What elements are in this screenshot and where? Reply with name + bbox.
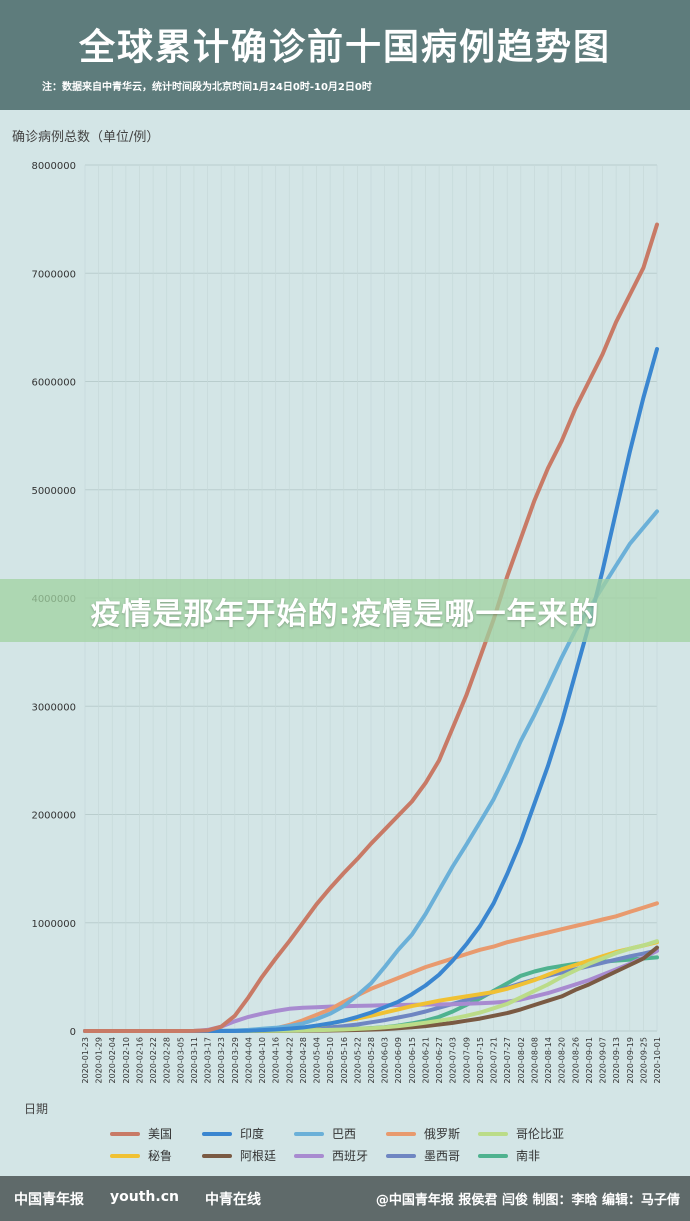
x-tick-label: 2020-09-19 <box>626 1037 635 1084</box>
legend-label: 墨西哥 <box>424 1149 461 1163</box>
series-line-美国 <box>83 222 659 1033</box>
y-tick-label: 1000000 <box>31 919 76 930</box>
y-tick-label: 3000000 <box>31 702 76 713</box>
legend-item: 俄罗斯 <box>386 1125 460 1142</box>
x-tick-label: 2020-05-22 <box>353 1037 362 1084</box>
legend-label: 南非 <box>516 1149 541 1163</box>
x-tick-label: 2020-02-04 <box>108 1037 117 1084</box>
legend-label: 秘鲁 <box>148 1149 173 1163</box>
legend-label: 印度 <box>240 1127 265 1141</box>
x-tick-label: 2020-06-15 <box>408 1037 417 1084</box>
legend-item: 美国 <box>110 1125 172 1142</box>
legend-swatch <box>478 1131 508 1136</box>
x-tick-label: 2020-07-09 <box>462 1037 471 1084</box>
legend-swatch <box>294 1131 324 1136</box>
x-tick-label: 2020-03-23 <box>217 1037 226 1084</box>
y-tick-label: 0 <box>70 1027 76 1038</box>
y-tick-label: 2000000 <box>31 811 76 822</box>
overlay-caption-banner: 疫情是那年开始的:疫情是哪一年来的 <box>0 579 690 642</box>
legend-label: 美国 <box>148 1127 173 1141</box>
x-tick-label: 2020-06-03 <box>381 1037 390 1084</box>
legend-swatch <box>386 1131 416 1136</box>
x-tick-label: 2020-04-10 <box>258 1037 267 1084</box>
y-tick-label: 5000000 <box>31 486 76 497</box>
y-axis-label: 确诊病例总数（单位/例） <box>12 130 160 145</box>
x-tick-label: 2020-06-27 <box>435 1037 444 1084</box>
x-tick-label: 2020-08-08 <box>530 1037 539 1084</box>
legend-label: 西班牙 <box>332 1149 369 1163</box>
chart-title: 全球累计确诊前十国病例趋势图 <box>78 27 611 68</box>
y-tick-label: 8000000 <box>31 161 76 172</box>
legend-swatch <box>386 1153 416 1158</box>
legend-item: 秘鲁 <box>110 1147 172 1164</box>
legend-item: 墨西哥 <box>386 1147 460 1164</box>
x-tick-label: 2020-05-10 <box>326 1037 335 1084</box>
legend-item: 阿根廷 <box>202 1147 276 1164</box>
footer-logo-2: youth.cn <box>110 1188 179 1205</box>
footer-logo-1: 中国青年报 <box>14 1191 84 1208</box>
footer-logo-3: 中青在线 <box>204 1191 261 1208</box>
legend-item: 巴西 <box>294 1125 356 1142</box>
y-tick-label: 7000000 <box>31 269 76 280</box>
x-tick-label: 2020-02-22 <box>149 1037 158 1084</box>
x-tick-label: 2020-08-02 <box>517 1037 526 1084</box>
x-tick-label: 2020-05-28 <box>367 1037 376 1084</box>
x-tick-label: 2020-02-16 <box>135 1037 144 1084</box>
x-axis-label: 日期 <box>24 1102 49 1116</box>
footer-bar: 中国青年报 youth.cn 中青在线 @中国青年报 报侯君 闫俊 制图：李晗 … <box>0 1176 690 1221</box>
legend-label: 阿根廷 <box>240 1149 277 1163</box>
x-tick-label: 2020-06-09 <box>394 1037 403 1084</box>
legend-swatch <box>110 1131 140 1136</box>
x-tick-label: 2020-09-25 <box>639 1037 648 1084</box>
x-tick-label: 2020-08-14 <box>544 1037 553 1084</box>
y-tick-label: 6000000 <box>31 378 76 389</box>
legend-swatch <box>202 1131 232 1136</box>
x-tick-label: 2020-07-15 <box>476 1037 485 1084</box>
header-banner: 全球累计确诊前十国病例趋势图 注：数据来自中青华云，统计时间段为北京时间1月24… <box>0 0 690 110</box>
x-tick-label: 2020-07-03 <box>449 1037 458 1084</box>
x-tick-label: 2020-07-27 <box>503 1037 512 1084</box>
x-tick-label: 2020-10-01 <box>653 1037 662 1084</box>
x-tick-label: 2020-02-28 <box>163 1037 172 1084</box>
legend-swatch <box>294 1153 324 1158</box>
x-tick-label: 2020-04-28 <box>299 1037 308 1084</box>
x-tick-label: 2020-01-23 <box>81 1037 90 1084</box>
legend-label: 俄罗斯 <box>424 1127 461 1141</box>
x-tick-label: 2020-03-05 <box>176 1037 185 1084</box>
x-tick-label: 2020-04-16 <box>272 1037 281 1084</box>
x-tick-label: 2020-03-29 <box>231 1037 240 1084</box>
x-tick-label: 2020-01-29 <box>95 1037 104 1084</box>
legend-item: 南非 <box>478 1147 540 1164</box>
x-tick-label: 2020-08-26 <box>571 1037 580 1084</box>
legend-swatch <box>478 1153 508 1158</box>
legend-label: 哥伦比亚 <box>516 1127 565 1141</box>
chart-subtitle: 注：数据来自中青华云，统计时间段为北京时间1月24日0时-10月2日0时 <box>42 82 372 93</box>
x-tick-label: 2020-08-20 <box>558 1037 567 1084</box>
footer-credit: @中国青年报 报侯君 闫俊 制图：李晗 编辑：马子倩 <box>375 1193 680 1208</box>
x-tick-label: 2020-03-17 <box>204 1037 213 1084</box>
overlay-caption-text: 疫情是那年开始的:疫情是哪一年来的 <box>90 596 600 632</box>
x-tick-label: 2020-05-16 <box>340 1037 349 1084</box>
x-tick-label: 2020-09-07 <box>599 1037 608 1084</box>
x-tick-label: 2020-09-13 <box>612 1037 621 1084</box>
legend-swatch <box>202 1153 232 1158</box>
x-tick-label: 2020-03-11 <box>190 1037 199 1084</box>
legend-item: 印度 <box>202 1125 264 1142</box>
legend-item: 西班牙 <box>294 1147 368 1164</box>
x-tick-label: 2020-06-21 <box>421 1037 430 1084</box>
legend-label: 巴西 <box>332 1127 357 1141</box>
x-tick-label: 2020-05-04 <box>313 1037 322 1084</box>
x-tick-label: 2020-02-10 <box>122 1037 131 1084</box>
x-tick-label: 2020-07-21 <box>490 1037 499 1084</box>
footer-logos: 中国青年报 youth.cn 中青在线 <box>10 1187 265 1211</box>
x-tick-label: 2020-09-01 <box>585 1037 594 1084</box>
legend-item: 哥伦比亚 <box>478 1125 564 1142</box>
x-tick-label: 2020-04-22 <box>285 1037 294 1084</box>
x-tick-label: 2020-04-04 <box>244 1037 253 1084</box>
legend-swatch <box>110 1153 140 1158</box>
